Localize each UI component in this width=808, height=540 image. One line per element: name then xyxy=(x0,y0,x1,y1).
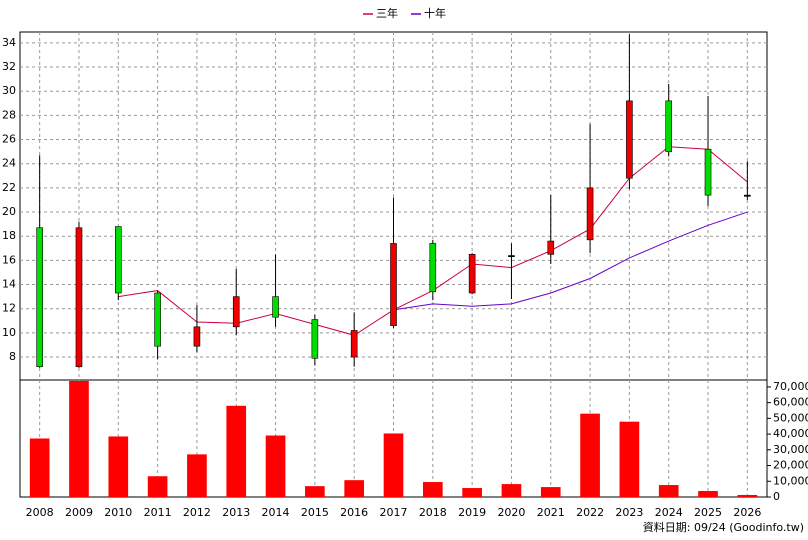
candle-body xyxy=(429,243,437,293)
volume-bar xyxy=(226,405,247,497)
y-tick-label: 28 xyxy=(2,108,16,121)
x-tick-label: 2026 xyxy=(733,506,761,519)
x-tick-label: 2023 xyxy=(615,506,643,519)
candle-body xyxy=(272,296,279,318)
x-tick-label: 2018 xyxy=(419,506,447,519)
candle-body xyxy=(232,296,240,328)
volume-bar xyxy=(737,494,758,497)
volume-bar xyxy=(619,421,640,497)
candle-body xyxy=(75,227,83,368)
x-tick-label: 2012 xyxy=(183,506,211,519)
y-tick-label: 12 xyxy=(2,302,16,315)
x-tick-label: 2021 xyxy=(537,506,565,519)
legend-label: 十年 xyxy=(424,6,446,20)
x-tick-label: 2020 xyxy=(497,506,525,519)
y2-tick-label: 30,000 xyxy=(773,443,808,456)
y-tick-label: 26 xyxy=(2,133,16,146)
y-tick-label: 24 xyxy=(2,157,16,170)
y-tick-label: 10 xyxy=(2,326,16,339)
candle-body xyxy=(586,187,594,241)
volume-bar xyxy=(422,482,443,497)
volume-bar xyxy=(698,491,718,497)
candle-body xyxy=(193,326,201,347)
candle-body xyxy=(390,243,397,326)
y2-tick-label: 0 xyxy=(773,490,780,503)
y-tick-label: 20 xyxy=(2,205,16,218)
footer: 資料日期: 09/24 (Goodinfo.tw) xyxy=(643,520,804,534)
x-tick-label: 2022 xyxy=(576,506,604,519)
x-tick-label: 2017 xyxy=(380,506,408,519)
x-tick-label: 2010 xyxy=(104,506,132,519)
y2-tick-label: 40,000 xyxy=(773,427,808,440)
volume-bar xyxy=(265,435,286,497)
candle-body xyxy=(350,330,358,358)
volume-bar xyxy=(29,438,50,497)
x-tick-label: 2025 xyxy=(694,506,722,519)
x-tick-label: 2011 xyxy=(144,506,172,519)
volume-bar xyxy=(501,484,522,497)
x-tick-label: 2014 xyxy=(262,506,290,519)
candle-body xyxy=(547,240,555,255)
y-tick-label: 16 xyxy=(2,253,16,266)
x-tick-label: 2024 xyxy=(655,506,683,519)
x-tick-label: 2016 xyxy=(340,506,368,519)
y2-tick-label: 20,000 xyxy=(773,459,808,472)
candle-body xyxy=(311,319,319,359)
candle-body xyxy=(665,100,673,152)
volume-bar xyxy=(540,487,561,497)
x-tick-label: 2009 xyxy=(65,506,93,519)
volume-bar xyxy=(462,488,482,497)
y-tick-label: 18 xyxy=(2,229,16,242)
candle-body xyxy=(508,255,515,258)
y2-tick-label: 50,000 xyxy=(773,411,808,424)
candle-body xyxy=(626,100,633,179)
y-tick-label: 22 xyxy=(2,181,16,194)
volume-bar xyxy=(69,380,89,497)
volume-bar xyxy=(344,480,365,497)
candle-body xyxy=(468,254,476,294)
y-tick-label: 32 xyxy=(2,60,16,73)
volume-bar xyxy=(147,476,168,497)
x-tick-label: 2015 xyxy=(301,506,329,519)
candle-body xyxy=(36,227,43,368)
y2-tick-label: 70,000 xyxy=(773,380,808,393)
volume-bar xyxy=(187,454,207,497)
candle-body xyxy=(744,194,751,197)
y-tick-label: 34 xyxy=(2,36,16,49)
volume-bar xyxy=(108,436,129,497)
y-tick-label: 14 xyxy=(2,278,16,291)
y2-tick-label: 10,000 xyxy=(773,474,808,487)
x-tick-label: 2013 xyxy=(222,506,250,519)
candle-body xyxy=(114,226,122,294)
y-tick-label: 30 xyxy=(2,84,16,97)
volume-bar xyxy=(658,485,679,497)
y2-tick-label: 60,000 xyxy=(773,396,808,409)
volume-bar xyxy=(305,486,325,497)
candle-body xyxy=(704,148,712,196)
ma-line xyxy=(393,211,748,311)
volume-bar xyxy=(383,433,404,497)
candle-body xyxy=(154,292,161,347)
x-tick-label: 2019 xyxy=(458,506,486,519)
x-tick-label: 2008 xyxy=(26,506,54,519)
volume-bar xyxy=(580,413,600,497)
legend-label: 三年 xyxy=(376,6,398,20)
y-tick-label: 8 xyxy=(9,350,16,363)
